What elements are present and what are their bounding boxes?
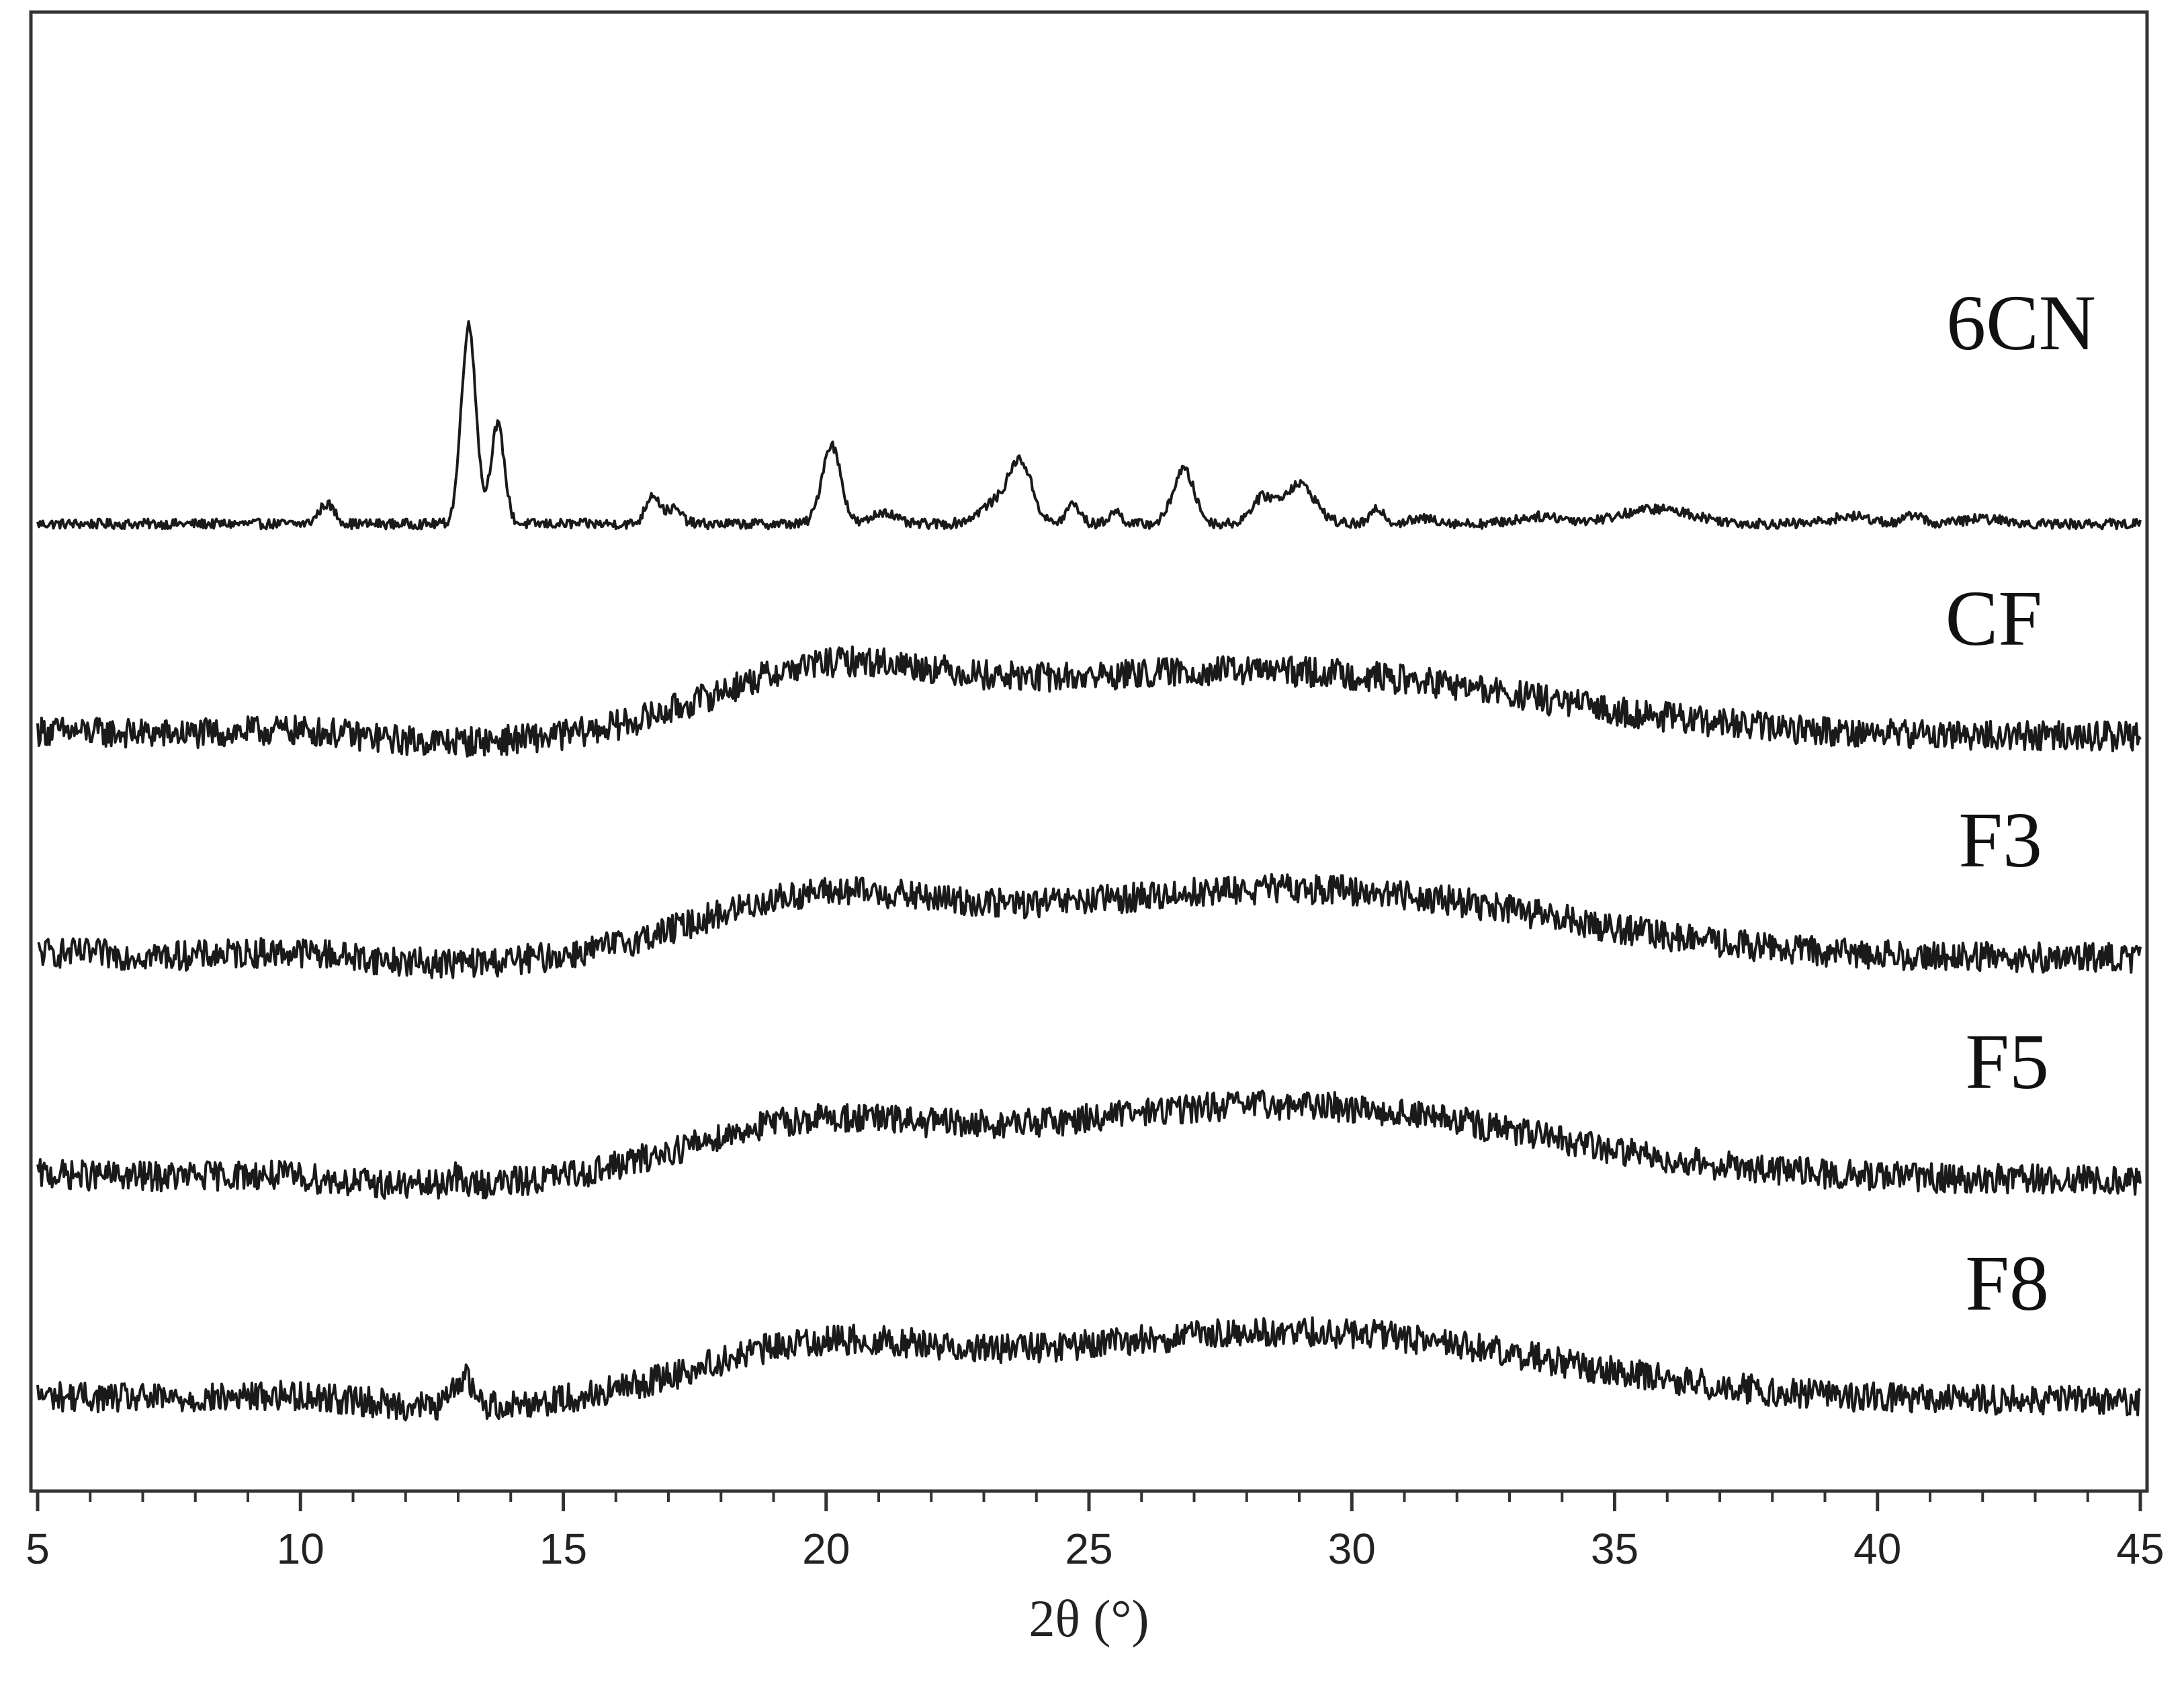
trace-f3	[37, 873, 2142, 979]
x-tick-label: 15	[539, 1525, 587, 1573]
series-label-f5: F5	[1965, 1018, 2049, 1106]
x-tick-label: 20	[802, 1525, 850, 1573]
trace-f5	[36, 1089, 2142, 1200]
trace-cf	[36, 645, 2142, 758]
x-tick-label: 5	[26, 1525, 50, 1573]
series-label-f3: F3	[1958, 796, 2042, 884]
x-tick-label: 45	[2116, 1525, 2164, 1573]
series-labels-group: 6CN CF F3 F5 F8	[1946, 279, 2096, 1327]
traces-group	[36, 320, 2142, 1422]
series-label-cf: CF	[1946, 574, 2042, 662]
x-tick-label: 40	[1853, 1525, 1901, 1573]
x-tick-label: 10	[277, 1525, 324, 1573]
trace-6cn	[36, 320, 2142, 531]
x-tick-label: 30	[1328, 1525, 1376, 1573]
x-tick-label: 35	[1591, 1525, 1639, 1573]
plot-frame	[29, 10, 2149, 1493]
series-label-6cn: 6CN	[1946, 279, 2096, 367]
x-tick-label: 25	[1065, 1525, 1112, 1573]
x-axis: 5 10 15 20 25 30 35 40 45	[26, 1491, 2165, 1573]
trace-f8	[36, 1316, 2142, 1422]
x-axis-title: 2θ (°)	[1029, 1589, 1149, 1648]
series-label-f8: F8	[1965, 1239, 2049, 1327]
